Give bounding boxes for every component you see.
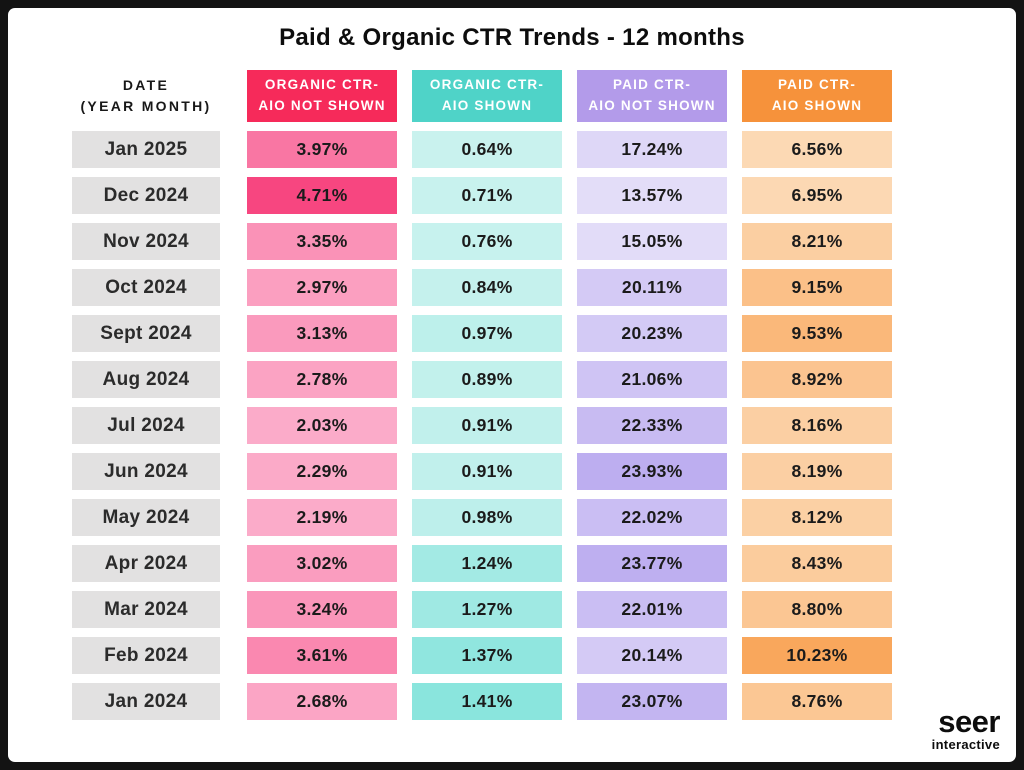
column-header-label: AIO SHOWN bbox=[771, 98, 863, 113]
ctr-value-cell-paid-ctr-aio-not-shown: 22.01% bbox=[577, 591, 727, 628]
ctr-value-cell-paid-ctr-aio-shown: 6.56% bbox=[742, 131, 892, 168]
ctr-value-cell-organic-ctr-aio-shown: 0.89% bbox=[412, 361, 562, 398]
ctr-value-cell-paid-ctr-aio-not-shown: 23.93% bbox=[577, 453, 727, 490]
ctr-value-cell-paid-ctr-aio-not-shown: 21.06% bbox=[577, 361, 727, 398]
ctr-value-cell-organic-ctr-aio-shown: 0.76% bbox=[412, 223, 562, 260]
ctr-value-cell-organic-ctr-aio-shown: 0.84% bbox=[412, 269, 562, 306]
ctr-value-cell-organic-ctr-aio-not-shown: 2.78% bbox=[247, 361, 397, 398]
ctr-value-cell-paid-ctr-aio-not-shown: 22.33% bbox=[577, 407, 727, 444]
column-header-organic-ctr-aio-shown: ORGANIC CTR- AIO SHOWN bbox=[412, 70, 562, 122]
ctr-value-cell-paid-ctr-aio-not-shown: 17.24% bbox=[577, 131, 727, 168]
ctr-value-cell-paid-ctr-aio-shown: 8.80% bbox=[742, 591, 892, 628]
ctr-value-cell-organic-ctr-aio-not-shown: 4.71% bbox=[247, 177, 397, 214]
row-date: Mar 2024 bbox=[72, 591, 220, 628]
column-header-label: PAID CTR- bbox=[777, 77, 857, 93]
column-header-label: PAID CTR- bbox=[612, 77, 692, 93]
row-date: Dec 2024 bbox=[72, 177, 220, 214]
ctr-value-cell-organic-ctr-aio-not-shown: 2.19% bbox=[247, 499, 397, 536]
ctr-value-cell-organic-ctr-aio-not-shown: 2.03% bbox=[247, 407, 397, 444]
row-date: Jun 2024 bbox=[72, 453, 220, 490]
ctr-value-cell-organic-ctr-aio-shown: 1.41% bbox=[412, 683, 562, 720]
column-header-label: ORGANIC CTR- bbox=[429, 77, 545, 93]
ctr-value-cell-paid-ctr-aio-shown: 10.23% bbox=[742, 637, 892, 674]
row-date: May 2024 bbox=[72, 499, 220, 536]
ctr-value-cell-paid-ctr-aio-shown: 9.15% bbox=[742, 269, 892, 306]
ctr-value-cell-organic-ctr-aio-shown: 1.37% bbox=[412, 637, 562, 674]
ctr-value-cell-organic-ctr-aio-shown: 1.24% bbox=[412, 545, 562, 582]
ctr-value-cell-paid-ctr-aio-not-shown: 15.05% bbox=[577, 223, 727, 260]
ctr-value-cell-paid-ctr-aio-not-shown: 20.11% bbox=[577, 269, 727, 306]
column-header-paid-ctr-aio-not-shown: PAID CTR- AIO NOT SHOWN bbox=[577, 70, 727, 122]
ctr-value-cell-paid-ctr-aio-shown: 8.43% bbox=[742, 545, 892, 582]
chart-title: Paid & Organic CTR Trends - 12 months bbox=[279, 24, 745, 51]
row-date: Apr 2024 bbox=[72, 545, 220, 582]
ctr-value-cell-organic-ctr-aio-shown: 0.97% bbox=[412, 315, 562, 352]
logo-brand-text: seer bbox=[938, 703, 1000, 739]
ctr-value-cell-paid-ctr-aio-shown: 9.53% bbox=[742, 315, 892, 352]
row-date: Aug 2024 bbox=[72, 361, 220, 398]
ctr-value-cell-organic-ctr-aio-not-shown: 2.68% bbox=[247, 683, 397, 720]
ctr-value-cell-organic-ctr-aio-not-shown: 3.24% bbox=[247, 591, 397, 628]
ctr-value-cell-paid-ctr-aio-not-shown: 23.07% bbox=[577, 683, 727, 720]
ctr-value-cell-paid-ctr-aio-shown: 8.19% bbox=[742, 453, 892, 490]
ctr-value-cell-paid-ctr-aio-not-shown: 13.57% bbox=[577, 177, 727, 214]
row-date: Jan 2025 bbox=[72, 131, 220, 168]
date-column-header: DATE (YEAR MONTH) bbox=[72, 70, 220, 122]
row-date: Sept 2024 bbox=[72, 315, 220, 352]
ctr-value-cell-organic-ctr-aio-not-shown: 3.97% bbox=[247, 131, 397, 168]
ctr-table: DATE (YEAR MONTH) ORGANIC CTR- AIO NOT S… bbox=[72, 70, 892, 720]
ctr-value-cell-organic-ctr-aio-shown: 0.98% bbox=[412, 499, 562, 536]
ctr-value-cell-paid-ctr-aio-shown: 8.12% bbox=[742, 499, 892, 536]
ctr-value-cell-organic-ctr-aio-shown: 1.27% bbox=[412, 591, 562, 628]
ctr-value-cell-organic-ctr-aio-not-shown: 3.13% bbox=[247, 315, 397, 352]
date-header-line2: (YEAR MONTH) bbox=[80, 98, 212, 114]
row-date: Oct 2024 bbox=[72, 269, 220, 306]
ctr-value-cell-organic-ctr-aio-shown: 0.71% bbox=[412, 177, 562, 214]
ctr-value-cell-paid-ctr-aio-not-shown: 23.77% bbox=[577, 545, 727, 582]
ctr-value-cell-organic-ctr-aio-shown: 0.91% bbox=[412, 407, 562, 444]
ctr-value-cell-paid-ctr-aio-not-shown: 22.02% bbox=[577, 499, 727, 536]
ctr-value-cell-paid-ctr-aio-not-shown: 20.14% bbox=[577, 637, 727, 674]
ctr-value-cell-paid-ctr-aio-shown: 8.92% bbox=[742, 361, 892, 398]
seer-logo: seer interactive bbox=[931, 703, 1001, 752]
ctr-value-cell-paid-ctr-aio-shown: 6.95% bbox=[742, 177, 892, 214]
column-header-paid-ctr-aio-shown: PAID CTR- AIO SHOWN bbox=[742, 70, 892, 122]
ctr-value-cell-organic-ctr-aio-shown: 0.64% bbox=[412, 131, 562, 168]
ctr-value-cell-paid-ctr-aio-shown: 8.21% bbox=[742, 223, 892, 260]
ctr-value-cell-organic-ctr-aio-shown: 0.91% bbox=[412, 453, 562, 490]
logo-sub-text: interactive bbox=[931, 737, 1000, 752]
ctr-value-cell-organic-ctr-aio-not-shown: 2.29% bbox=[247, 453, 397, 490]
row-date: Feb 2024 bbox=[72, 637, 220, 674]
ctr-value-cell-paid-ctr-aio-shown: 8.16% bbox=[742, 407, 892, 444]
row-date: Nov 2024 bbox=[72, 223, 220, 260]
ctr-value-cell-paid-ctr-aio-not-shown: 20.23% bbox=[577, 315, 727, 352]
column-header-label: AIO NOT SHOWN bbox=[588, 98, 716, 113]
ctr-value-cell-organic-ctr-aio-not-shown: 3.02% bbox=[247, 545, 397, 582]
column-header-label: AIO NOT SHOWN bbox=[258, 98, 386, 113]
infographic-card: Paid & Organic CTR Trends - 12 months DA… bbox=[8, 8, 1016, 762]
ctr-value-cell-organic-ctr-aio-not-shown: 2.97% bbox=[247, 269, 397, 306]
ctr-value-cell-organic-ctr-aio-not-shown: 3.61% bbox=[247, 637, 397, 674]
column-header-label: AIO SHOWN bbox=[441, 98, 533, 113]
column-header-label: ORGANIC CTR- bbox=[264, 77, 380, 93]
date-header-line1: DATE bbox=[122, 77, 170, 93]
row-date: Jan 2024 bbox=[72, 683, 220, 720]
column-header-organic-ctr-aio-not-shown: ORGANIC CTR- AIO NOT SHOWN bbox=[247, 70, 397, 122]
ctr-value-cell-paid-ctr-aio-shown: 8.76% bbox=[742, 683, 892, 720]
ctr-value-cell-organic-ctr-aio-not-shown: 3.35% bbox=[247, 223, 397, 260]
row-date: Jul 2024 bbox=[72, 407, 220, 444]
